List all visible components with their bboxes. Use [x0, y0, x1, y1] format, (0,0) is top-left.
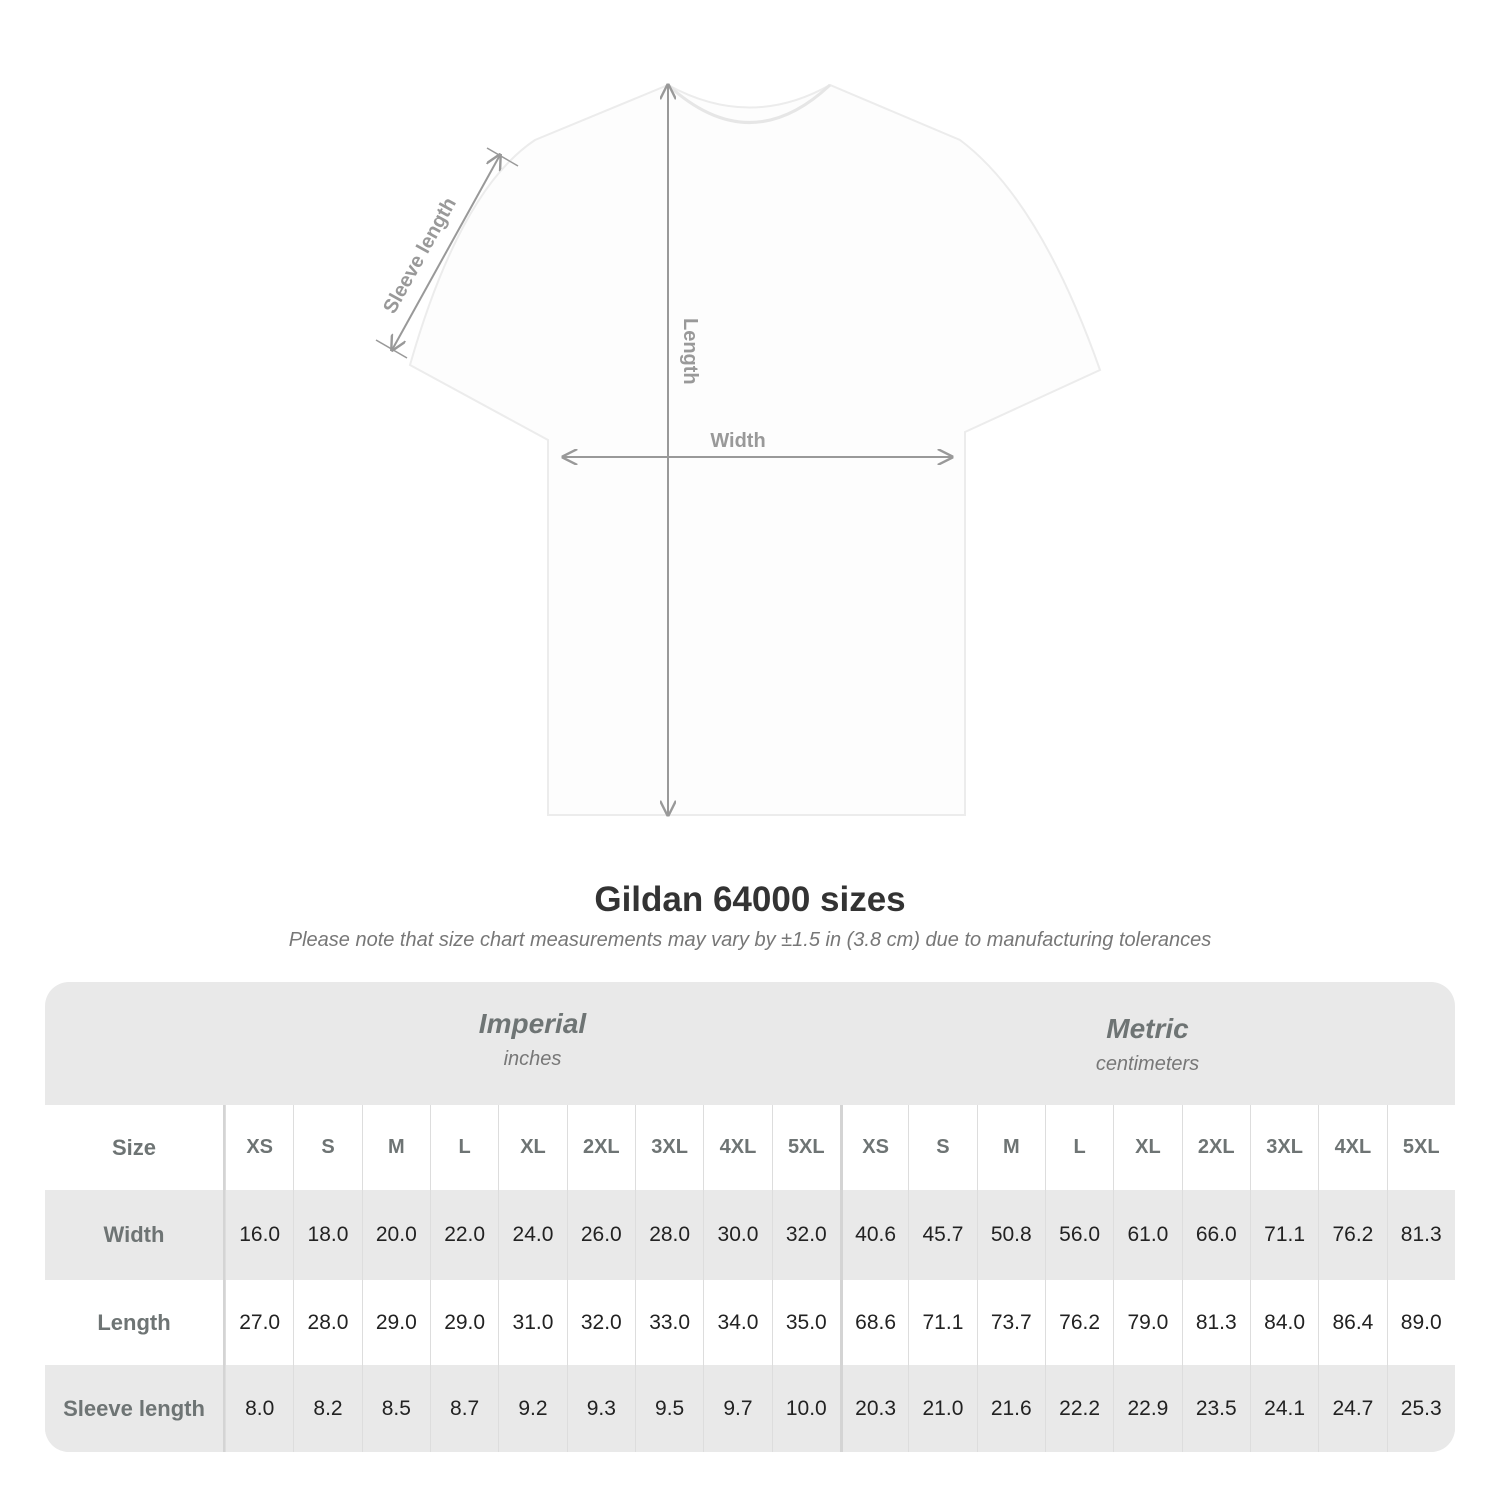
imperial-value-cell: 34.0 — [703, 1280, 771, 1365]
imperial-value-cell: 9.7 — [703, 1365, 771, 1452]
size-table: Imperial inches Metric centimeters Size X… — [45, 982, 1455, 1452]
imperial-value-cell: 30.0 — [703, 1190, 771, 1280]
metric-value-cell: 81.3 — [1386, 1190, 1455, 1280]
imperial-value-cell: 32.0 — [566, 1280, 635, 1365]
metric-value-cell: 24.7 — [1318, 1365, 1386, 1452]
imperial-value-cell: 8.7 — [429, 1365, 498, 1452]
imperial-header: Imperial inches — [225, 982, 840, 1131]
metric-value-cell: 79.0 — [1113, 1280, 1181, 1365]
table-row: Length 27.0 28.0 29.0 29.0 31.0 32.0 33.0 34.0 35… — [45, 1280, 1455, 1365]
imperial-value-cell: 35.0 — [771, 1280, 840, 1365]
collar — [666, 83, 832, 124]
metric-value-cell: 20.3 — [839, 1365, 908, 1452]
row-label: Length — [45, 1280, 225, 1365]
metric-value-cell: 68.6 — [839, 1280, 908, 1365]
imperial-size-header: XL — [498, 1105, 566, 1190]
metric-size-header: 5XL — [1386, 1105, 1455, 1190]
metric-value-cell: 76.2 — [1044, 1280, 1113, 1365]
metric-value-cell: 66.0 — [1181, 1190, 1250, 1280]
metric-size-header: L — [1044, 1105, 1113, 1190]
imperial-value-cell: 24.0 — [498, 1190, 566, 1280]
length-label: Length — [679, 318, 701, 385]
table-row: Sleeve length 8.0 8.2 8.5 8.7 9.2 9.3 9.5 9.7 10.… — [45, 1365, 1455, 1452]
page-title: Gildan 64000 sizes — [594, 880, 906, 919]
imperial-value-cell: 33.0 — [634, 1280, 703, 1365]
metric-size-header: 3XL — [1249, 1105, 1318, 1190]
metric-value-cell: 23.5 — [1181, 1365, 1250, 1452]
metric-size-header: M — [976, 1105, 1045, 1190]
imperial-size-header: L — [429, 1105, 498, 1190]
metric-value-cell: 25.3 — [1386, 1365, 1455, 1452]
table-row: Width 16.0 18.0 20.0 22.0 24.0 26.0 28.0 30.0 32.… — [45, 1190, 1455, 1280]
imperial-size-header: M — [361, 1105, 430, 1190]
metric-value-cell: 71.1 — [908, 1280, 976, 1365]
metric-size-header: S — [908, 1105, 976, 1190]
metric-title: Metric — [1106, 1013, 1189, 1044]
row-label: Size — [45, 1105, 225, 1190]
metric-size-header: 4XL — [1318, 1105, 1386, 1190]
metric-size-header: XS — [839, 1105, 908, 1190]
tolerance-note: Please note that size chart measurements… — [288, 929, 1212, 951]
metric-value-cell: 21.0 — [908, 1365, 976, 1452]
metric-unit: centimeters — [1095, 1053, 1200, 1075]
imperial-value-cell: 9.3 — [566, 1365, 635, 1452]
metric-value-cell: 73.7 — [976, 1280, 1045, 1365]
tshirt-diagram: Width Length Sleeve length — [375, 0, 1102, 860]
imperial-value-cell: 9.5 — [634, 1365, 703, 1452]
metric-value-cell: 50.8 — [976, 1190, 1045, 1280]
imperial-value-cell: 16.0 — [225, 1190, 293, 1280]
imperial-size-header: XS — [225, 1105, 293, 1190]
imperial-value-cell: 27.0 — [225, 1280, 293, 1365]
imperial-value-cell: 8.5 — [361, 1365, 430, 1452]
metric-header: Metric centimeters — [840, 982, 1455, 1136]
metric-value-cell: 81.3 — [1181, 1280, 1250, 1365]
metric-size-header: 2XL — [1181, 1105, 1250, 1190]
row-label: Width — [45, 1190, 225, 1280]
imperial-size-header: 4XL — [703, 1105, 771, 1190]
metric-value-cell: 89.0 — [1386, 1280, 1455, 1365]
imperial-value-cell: 31.0 — [498, 1280, 566, 1365]
metric-value-cell: 56.0 — [1044, 1190, 1113, 1280]
metric-value-cell: 40.6 — [839, 1190, 908, 1280]
imperial-size-header: 2XL — [566, 1105, 635, 1190]
metric-value-cell: 76.2 — [1318, 1190, 1386, 1280]
imperial-value-cell: 18.0 — [293, 1190, 361, 1280]
imperial-title: Imperial — [478, 1008, 587, 1039]
metric-value-cell: 45.7 — [908, 1190, 976, 1280]
metric-value-cell: 24.1 — [1249, 1365, 1318, 1452]
imperial-value-cell: 22.0 — [429, 1190, 498, 1280]
sleeve-line — [392, 155, 500, 350]
imperial-size-header: 5XL — [771, 1105, 840, 1190]
imperial-value-cell: 29.0 — [429, 1280, 498, 1365]
imperial-size-header: 3XL — [634, 1105, 703, 1190]
metric-value-cell: 21.6 — [976, 1365, 1045, 1452]
imperial-value-cell: 20.0 — [361, 1190, 430, 1280]
imperial-unit: inches — [503, 1048, 562, 1070]
metric-value-cell: 22.9 — [1113, 1365, 1181, 1452]
width-label: Width — [710, 430, 765, 452]
metric-value-cell: 22.2 — [1044, 1365, 1113, 1452]
metric-value-cell: 84.0 — [1249, 1280, 1318, 1365]
imperial-value-cell: 28.0 — [293, 1280, 361, 1365]
imperial-value-cell: 26.0 — [566, 1190, 635, 1280]
row-label: Sleeve length — [45, 1365, 225, 1452]
imperial-value-cell: 29.0 — [361, 1280, 430, 1365]
imperial-size-header: S — [293, 1105, 361, 1190]
imperial-value-cell: 10.0 — [771, 1365, 840, 1452]
metric-size-header: XL — [1113, 1105, 1181, 1190]
metric-value-cell: 86.4 — [1318, 1280, 1386, 1365]
imperial-value-cell: 9.2 — [498, 1365, 566, 1452]
imperial-value-cell: 32.0 — [771, 1190, 840, 1280]
size-header-row: Size XS S M L XL 2XL 3XL 4XL 5XL XS S M L XL 2XL 3XL 4XL 5… — [45, 1105, 1455, 1190]
imperial-value-cell: 8.2 — [293, 1365, 361, 1452]
imperial-value-cell: 8.0 — [225, 1365, 293, 1452]
metric-value-cell: 71.1 — [1249, 1190, 1318, 1280]
metric-value-cell: 61.0 — [1113, 1190, 1181, 1280]
imperial-value-cell: 28.0 — [634, 1190, 703, 1280]
